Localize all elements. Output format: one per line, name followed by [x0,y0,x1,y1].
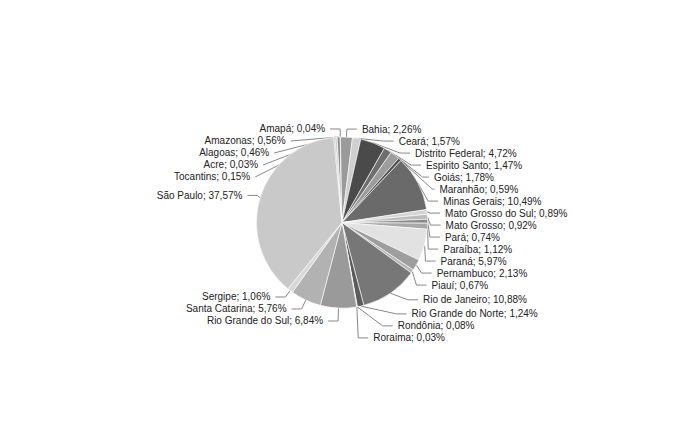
svg-text:Sergipe; 1,06%: Sergipe; 1,06% [202,291,270,302]
svg-text:Maranhão; 0,59%: Maranhão; 0,59% [439,184,518,195]
svg-text:Roraima; 0,03%: Roraima; 0,03% [373,332,445,343]
svg-text:Bahia; 2,26%: Bahia; 2,26% [362,124,422,135]
svg-text:Goiás; 1,78%: Goiás; 1,78% [434,172,494,183]
svg-text:Amapá; 0,04%: Amapá; 0,04% [260,123,326,134]
svg-text:Rio Grande do Sul; 6,84%: Rio Grande do Sul; 6,84% [207,315,323,326]
svg-text:Rondônia; 0,08%: Rondônia; 0,08% [398,320,475,331]
svg-text:Paraná; 5,97%: Paraná; 5,97% [441,256,507,267]
svg-text:Pernambuco; 2,13%: Pernambuco; 2,13% [437,268,528,279]
svg-text:Mato Grosso do Sul; 0,89%: Mato Grosso do Sul; 0,89% [445,208,567,219]
svg-text:Pará; 0,74%: Pará; 0,74% [445,232,500,243]
svg-text:Rio de Janeiro; 10,88%: Rio de Janeiro; 10,88% [423,294,527,305]
svg-text:Rio Grande do Norte; 1,24%: Rio Grande do Norte; 1,24% [412,308,538,319]
svg-text:Alagoas; 0,46%: Alagoas; 0,46% [199,147,269,158]
svg-text:Espirito Santo; 1,47%: Espirito Santo; 1,47% [426,160,522,171]
svg-text:Santa Catarina; 5,76%: Santa Catarina; 5,76% [186,303,287,314]
svg-text:Acre; 0,03%: Acre; 0,03% [204,159,259,170]
svg-text:São Paulo; 37,57%: São Paulo; 37,57% [157,190,243,201]
svg-text:Minas Gerais; 10,49%: Minas Gerais; 10,49% [443,196,541,207]
svg-text:Piauí; 0,67%: Piauí; 0,67% [431,280,488,291]
svg-text:Tocantins; 0,15%: Tocantins; 0,15% [174,171,250,182]
svg-text:Amazonas; 0,56%: Amazonas; 0,56% [205,135,286,146]
svg-text:Distrito Federal; 4,72%: Distrito Federal; 4,72% [415,148,517,159]
svg-text:Paraíba; 1,12%: Paraíba; 1,12% [443,244,512,255]
svg-text:Mato Grosso; 0,92%: Mato Grosso; 0,92% [446,220,537,231]
svg-text:Ceará; 1,57%: Ceará; 1,57% [399,136,460,147]
